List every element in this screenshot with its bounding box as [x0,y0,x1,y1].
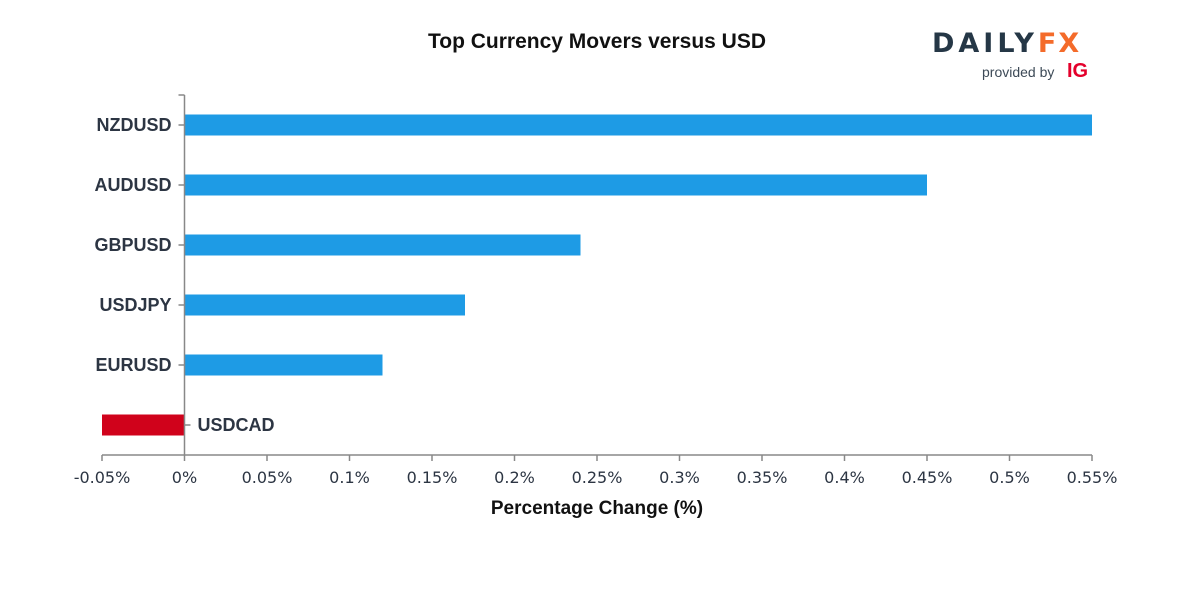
chart-title: Top Currency Movers versus USD [427,30,767,53]
x-tick-label: 0.45% [902,468,953,487]
logo-daily-text: DAILY [932,28,1038,59]
bar-usdjpy [184,294,465,316]
category-label-usdjpy: USDJPY [99,295,171,315]
x-tick-label: 0.55% [1067,468,1118,487]
x-tick-label: 0.15% [407,468,458,487]
x-tick-label: 0.3% [659,468,700,487]
x-tick-label: 0.2% [494,468,535,487]
category-label-nzdusd: NZDUSD [97,115,172,135]
category-label-audusd: AUDUSD [94,175,171,195]
bar-nzdusd [184,114,1092,136]
logo-fx-text: FX [1037,28,1082,59]
x-tick-label: 0.5% [989,468,1030,487]
category-label-gbpusd: GBPUSD [94,235,171,255]
x-tick-label: 0.25% [572,468,623,487]
bar-eurusd [184,354,383,376]
category-label-eurusd: EURUSD [95,355,171,375]
category-label-usdcad: USDCAD [198,415,275,435]
x-tick-label: -0.05% [74,468,131,487]
logo-brand: DAILYFX [932,28,1081,59]
bar-audusd [184,174,927,196]
x-tick-label: 0.4% [824,468,865,487]
bar-usdcad [102,414,185,436]
x-tick-label: 0.35% [737,468,788,487]
logo-provided-by: provided by [982,64,1055,80]
dailyfx-logo: DAILYFX provided by IG [928,28,1093,84]
x-tick-label: 0% [172,468,197,487]
bar-gbpusd [184,234,581,256]
logo-ig: IG [1067,60,1089,82]
x-tick-label: 0.05% [242,468,293,487]
x-tick-label: 0.1% [329,468,370,487]
x-axis-title: Percentage Change (%) [491,498,703,519]
